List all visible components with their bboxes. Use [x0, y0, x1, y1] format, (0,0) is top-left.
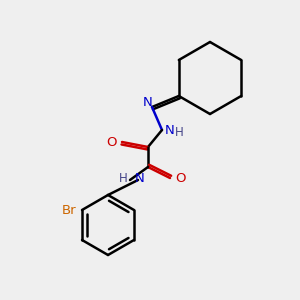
Text: O: O — [175, 172, 185, 184]
Text: O: O — [106, 136, 117, 148]
Text: Br: Br — [61, 203, 76, 217]
Text: N: N — [135, 172, 145, 185]
Text: H: H — [175, 125, 184, 139]
Text: N: N — [143, 97, 153, 110]
Text: H: H — [119, 172, 128, 185]
Text: N: N — [165, 124, 175, 136]
